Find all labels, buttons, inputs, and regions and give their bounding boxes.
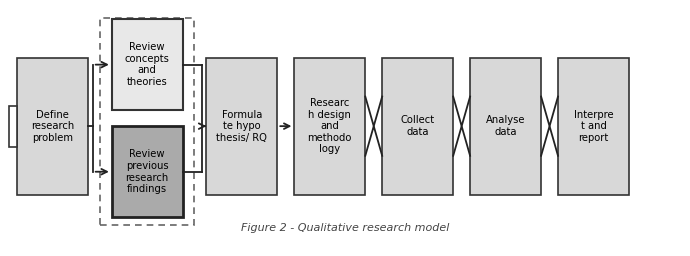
Text: Researc
h design
and
methodo
logy: Researc h design and methodo logy — [308, 98, 352, 154]
FancyBboxPatch shape — [9, 106, 17, 147]
Text: Review
concepts
and
theories: Review concepts and theories — [125, 42, 170, 87]
FancyBboxPatch shape — [382, 58, 453, 195]
FancyBboxPatch shape — [112, 19, 183, 110]
FancyBboxPatch shape — [294, 58, 365, 195]
Text: Review
previous
research
findings: Review previous research findings — [126, 149, 169, 194]
Text: Interpre
t and
report: Interpre t and report — [573, 110, 613, 143]
FancyBboxPatch shape — [470, 58, 541, 195]
Text: Collect
data: Collect data — [401, 115, 435, 137]
Text: Define
research
problem: Define research problem — [31, 110, 74, 143]
FancyBboxPatch shape — [17, 58, 88, 195]
FancyBboxPatch shape — [112, 126, 183, 217]
Text: Formula
te hypo
thesis/ RQ: Formula te hypo thesis/ RQ — [217, 110, 267, 143]
Text: Analyse
data: Analyse data — [486, 115, 525, 137]
Text: Figure 2 - Qualitative research model: Figure 2 - Qualitative research model — [241, 223, 449, 233]
FancyBboxPatch shape — [558, 58, 629, 195]
FancyBboxPatch shape — [206, 58, 277, 195]
